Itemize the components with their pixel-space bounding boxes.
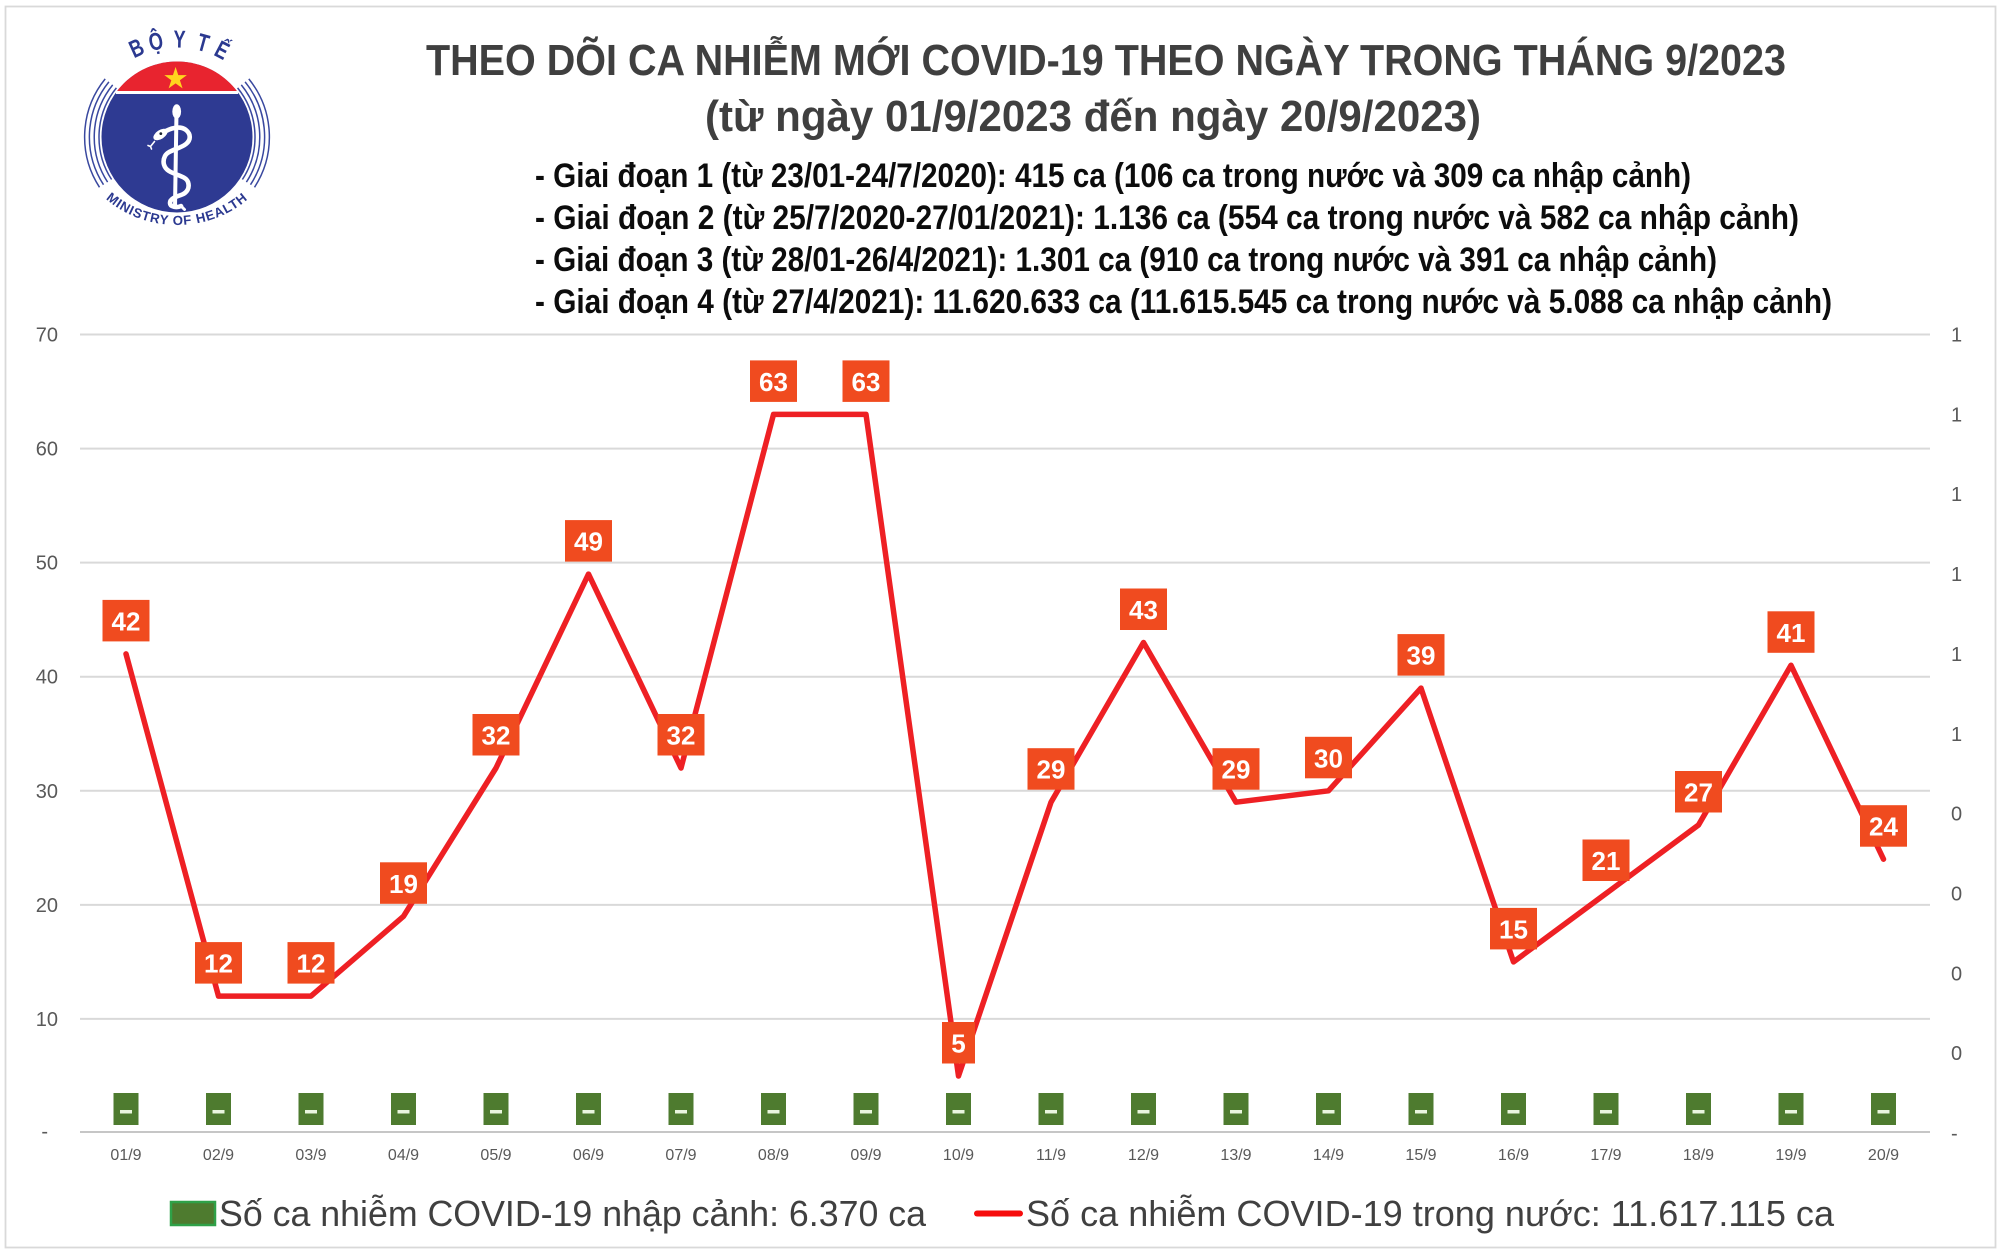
svg-text:0: 0 [1951, 884, 1962, 906]
svg-text:40: 40 [36, 667, 58, 689]
svg-text:29: 29 [1222, 755, 1251, 785]
svg-text:29: 29 [1037, 755, 1066, 785]
svg-text:20/9: 20/9 [1868, 1147, 1899, 1164]
svg-text:06/9: 06/9 [573, 1147, 604, 1164]
svg-text:24: 24 [1869, 812, 1898, 842]
svg-text:27: 27 [1684, 778, 1713, 808]
svg-text:30: 30 [1314, 743, 1343, 773]
svg-text:5: 5 [951, 1029, 965, 1059]
svg-text:- Giai đoạn 4 (từ 27/4/2021):: - Giai đoạn 4 (từ 27/4/2021): 11.620.633… [535, 283, 1832, 321]
svg-text:10/9: 10/9 [943, 1147, 974, 1164]
svg-text:07/9: 07/9 [665, 1147, 696, 1164]
svg-text:41: 41 [1777, 618, 1806, 648]
svg-text:Ộ: Ộ [146, 26, 166, 57]
svg-text:Số ca nhiễm COVID-19 nhập cảnh: Số ca nhiễm COVID-19 nhập cảnh: 6.370 ca [219, 1193, 927, 1234]
svg-text:01/9: 01/9 [110, 1147, 141, 1164]
svg-text:(từ ngày 01/9/2023 đến ngày 20: (từ ngày 01/9/2023 đến ngày 20/9/2023) [705, 92, 1481, 141]
svg-text:32: 32 [667, 721, 696, 751]
svg-text:08/9: 08/9 [758, 1147, 789, 1164]
svg-text:12: 12 [297, 949, 326, 979]
svg-text:42: 42 [112, 606, 141, 636]
svg-text:18/9: 18/9 [1683, 1147, 1714, 1164]
svg-text:50: 50 [36, 553, 58, 575]
svg-text:16/9: 16/9 [1498, 1147, 1529, 1164]
svg-text:63: 63 [759, 367, 788, 397]
svg-text:1: 1 [1951, 724, 1962, 746]
svg-text:10: 10 [36, 1009, 58, 1031]
svg-text:20: 20 [36, 895, 58, 917]
svg-text:60: 60 [36, 439, 58, 461]
svg-text:39: 39 [1407, 641, 1436, 671]
svg-text:1: 1 [1951, 564, 1962, 586]
svg-text:1: 1 [1951, 325, 1962, 347]
svg-text:0: 0 [1951, 804, 1962, 826]
svg-text:15: 15 [1499, 914, 1528, 944]
svg-text:21: 21 [1592, 846, 1621, 876]
svg-text:30: 30 [36, 781, 58, 803]
svg-text:19/9: 19/9 [1775, 1147, 1806, 1164]
svg-text:14/9: 14/9 [1313, 1147, 1344, 1164]
svg-text:THEO DÕI CA NHIỄM MỚI COVID-19: THEO DÕI CA NHIỄM MỚI COVID-19 THEO NGÀY… [426, 35, 1786, 85]
svg-text:0: 0 [1951, 963, 1962, 985]
svg-text:04/9: 04/9 [388, 1147, 419, 1164]
svg-text:70: 70 [36, 325, 58, 347]
svg-text:- Giai đoạn 2 (từ 25/7/2020-27: - Giai đoạn 2 (từ 25/7/2020-27/01/2021):… [535, 199, 1799, 237]
svg-text:05/9: 05/9 [480, 1147, 511, 1164]
svg-text:Y: Y [173, 25, 186, 54]
svg-text:0: 0 [1951, 1043, 1962, 1065]
svg-text:T: T [194, 27, 212, 57]
svg-text:49: 49 [574, 527, 603, 557]
svg-text:Ế: Ế [210, 35, 234, 66]
svg-text:- Giai đoạn 1 (từ 23/01-24/7/2: - Giai đoạn 1 (từ 23/01-24/7/2020): 415 … [535, 157, 1691, 195]
svg-text:09/9: 09/9 [850, 1147, 881, 1164]
svg-text:13/9: 13/9 [1220, 1147, 1251, 1164]
svg-text:03/9: 03/9 [295, 1147, 326, 1164]
svg-text:-: - [41, 1121, 48, 1143]
svg-text:11/9: 11/9 [1036, 1147, 1066, 1164]
svg-text:1: 1 [1951, 644, 1962, 666]
svg-text:- Giai đoạn 3 (từ 28/01-26/4/2: - Giai đoạn 3 (từ 28/01-26/4/2021): 1.30… [535, 241, 1717, 279]
svg-text:63: 63 [852, 367, 881, 397]
svg-text:32: 32 [482, 721, 511, 751]
svg-text:B: B [125, 32, 149, 63]
svg-text:43: 43 [1129, 595, 1158, 625]
svg-text:02/9: 02/9 [203, 1147, 234, 1164]
svg-text:12: 12 [204, 949, 233, 979]
svg-text:12/9: 12/9 [1128, 1147, 1159, 1164]
svg-text:Số ca nhiễm COVID-19 trong nướ: Số ca nhiễm COVID-19 trong nước: 11.617.… [1026, 1193, 1835, 1234]
svg-text:-: - [1951, 1123, 1958, 1145]
svg-text:17/9: 17/9 [1590, 1147, 1621, 1164]
svg-text:1: 1 [1951, 404, 1962, 426]
svg-text:1: 1 [1951, 484, 1962, 506]
svg-text:15/9: 15/9 [1405, 1147, 1436, 1164]
svg-text:19: 19 [389, 869, 418, 899]
